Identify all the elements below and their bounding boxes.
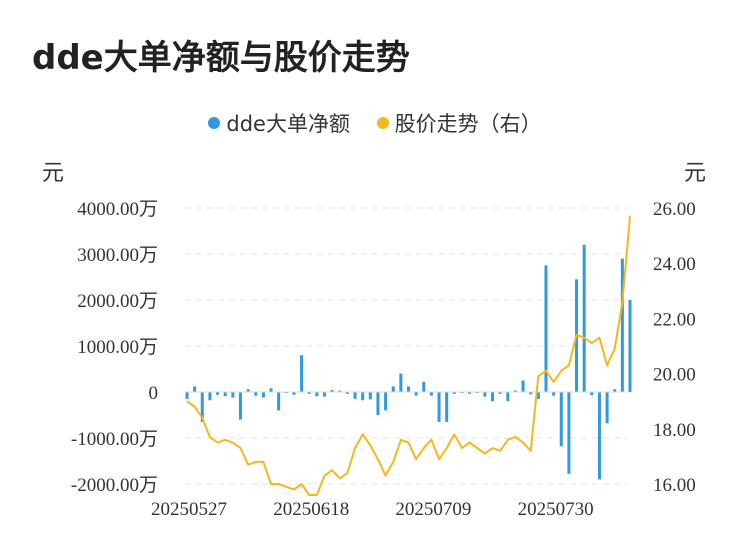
dde-bar <box>307 392 311 394</box>
legend-item-dde[interactable]: dde大单净额 <box>208 108 350 138</box>
right-tick-label: 20.00 <box>653 365 696 386</box>
dde-bar <box>238 392 242 420</box>
legend-dot-price-icon <box>376 117 389 129</box>
dde-bar <box>193 386 197 392</box>
left-tick-label: 4000.00万 <box>77 199 158 220</box>
dde-bar <box>498 392 502 394</box>
x-tick-label: 20250709 <box>395 499 471 520</box>
dde-bar <box>597 392 601 480</box>
dde-bar <box>506 392 510 402</box>
dde-bar <box>261 392 265 398</box>
dde-bar <box>399 373 403 392</box>
right-axis-ticks: 26.00 24.00 22.00 20.00 18.00 16.00 <box>653 199 696 496</box>
right-tick-label: 24.00 <box>653 254 696 275</box>
price-line-path <box>186 216 631 496</box>
dde-bar <box>292 392 296 395</box>
dde-bar <box>483 392 487 397</box>
dde-bar <box>185 392 189 399</box>
legend-label-dde: dde大单净额 <box>226 112 350 136</box>
chart-title: dde大单净额与股价走势 <box>32 38 410 78</box>
dde-bar <box>246 389 250 392</box>
dde-bar <box>322 392 326 397</box>
dde-bar <box>391 386 395 392</box>
dde-bar <box>338 390 342 392</box>
dde-bar <box>445 392 449 422</box>
legend: dde大单净额 股价走势（右） <box>0 108 750 138</box>
left-tick-label: -1000.00万 <box>71 429 158 450</box>
dde-bar <box>590 392 594 396</box>
x-axis-ticks: 20250527 20250618 20250709 20250730 <box>151 499 594 520</box>
dde-bar <box>529 392 533 395</box>
dde-bar <box>620 258 624 392</box>
dde-bar <box>452 392 456 394</box>
grid-lines <box>185 207 628 485</box>
dde-bar <box>208 392 212 401</box>
x-tick-label: 20250527 <box>151 499 227 520</box>
dde-bar <box>582 244 586 392</box>
dde-bar <box>628 300 632 392</box>
right-axis-unit: 元 <box>684 161 707 186</box>
dde-bar <box>330 390 334 392</box>
right-tick-label: 16.00 <box>653 475 696 496</box>
left-tick-label: -2000.00万 <box>71 475 158 496</box>
dde-bar <box>613 389 617 392</box>
left-axis-unit: 元 <box>42 161 65 186</box>
legend-item-price[interactable]: 股价走势（右） <box>376 108 542 138</box>
dde-bar <box>277 392 281 411</box>
dde-bar <box>376 392 380 415</box>
right-tick-label: 26.00 <box>653 199 696 220</box>
dde-bar <box>269 388 273 392</box>
left-tick-label: 3000.00万 <box>77 245 158 266</box>
dde-bar <box>491 392 495 402</box>
left-axis-ticks: 4000.00万 3000.00万 2000.00万 1000.00万 0 -1000.0… <box>71 199 158 496</box>
right-tick-label: 18.00 <box>653 420 696 441</box>
dde-bar <box>200 392 204 422</box>
dde-bar <box>384 392 388 411</box>
x-tick-label: 20250618 <box>273 499 349 520</box>
dde-bar <box>300 355 304 392</box>
dde-bar <box>353 392 357 399</box>
dde-bar <box>345 392 349 394</box>
dde-bar <box>254 392 258 396</box>
dde-bar <box>231 392 235 398</box>
dde-bar <box>567 392 571 474</box>
price-line <box>186 216 631 496</box>
dde-bar <box>368 392 372 400</box>
dde-bar <box>429 392 433 396</box>
left-tick-label: 0 <box>149 383 159 404</box>
dde-bar <box>559 392 563 447</box>
dde-bar <box>544 265 548 392</box>
dde-bar <box>605 392 609 424</box>
dde-bar <box>414 392 418 396</box>
left-tick-label: 1000.00万 <box>77 337 158 358</box>
dde-bar <box>536 392 540 399</box>
legend-dot-dde-icon <box>208 117 221 129</box>
dde-bar <box>422 381 426 392</box>
right-tick-label: 22.00 <box>653 309 696 330</box>
legend-label-price: 股价走势（右） <box>394 112 542 136</box>
dde-bar <box>437 392 441 422</box>
dde-bar <box>513 390 517 392</box>
dde-bar <box>407 386 410 392</box>
left-tick-label: 2000.00万 <box>77 291 158 312</box>
dde-bar <box>223 392 227 397</box>
dde-bar <box>315 392 319 397</box>
x-tick-label: 20250730 <box>518 499 594 520</box>
dde-bar <box>521 380 525 392</box>
dde-bar <box>468 392 472 394</box>
dde-bar <box>552 392 556 396</box>
dde-bar <box>216 392 220 395</box>
dde-bar <box>361 392 365 401</box>
